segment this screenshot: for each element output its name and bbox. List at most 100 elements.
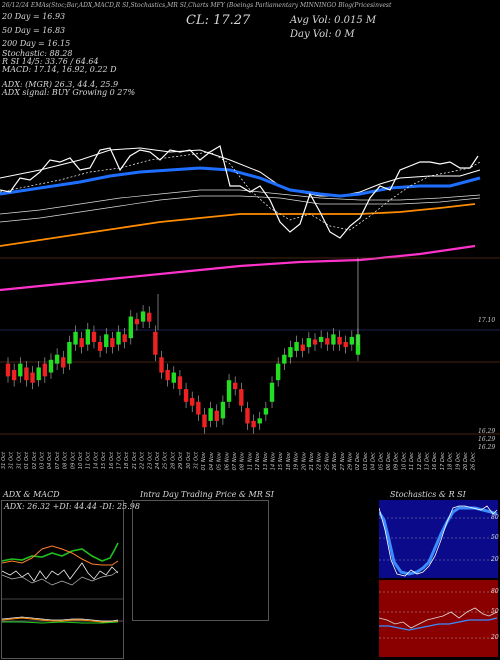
candle-down: [196, 401, 201, 415]
macd-line: [2, 616, 119, 622]
candle-down: [11, 370, 17, 381]
date-tick-label: 30 Oct: [186, 451, 192, 469]
ma-fast-blue: [0, 166, 481, 198]
date-tick-label: 31 Oct: [16, 451, 22, 469]
candle-down: [153, 331, 158, 355]
date-tick-label: 02 Dec: [355, 452, 361, 470]
stoch-k-line: [379, 506, 498, 576]
candle-down: [24, 367, 29, 381]
adx-macd-panel: ADX: 26.32 +DI: 44.44 -DI: 25.98: [1, 500, 140, 659]
date-tick-label: 28 Oct: [170, 451, 176, 469]
ma50-label: 50 Day = 16.83: [2, 26, 66, 35]
date-tick-label: 01 Oct: [24, 451, 30, 469]
stoch-d-line: [379, 505, 498, 577]
candle-up: [48, 359, 54, 373]
date-tick-label: 07 Oct: [55, 451, 61, 469]
candle-down: [325, 338, 330, 345]
stoch-rsi-svg: [379, 500, 498, 657]
date-axis-labels: 31 Oct 31 Oct 31 Oct 01 Oct 02 Oct 03 Oct 04 O…: [1, 451, 477, 470]
candle-up: [288, 347, 293, 358]
date-tick-label: 10 Dec: [401, 452, 407, 470]
candle-down: [245, 408, 250, 424]
date-tick-label: 01 Nov: [201, 451, 207, 470]
main-chart: 31 Oct 31 Oct 31 Oct 01 Oct 02 Oct 03 Oct 04 O…: [0, 145, 500, 470]
date-tick-label: 21 Nov: [309, 451, 315, 470]
intraday-panel-title: Intra Day Trading Price & MR SI: [140, 490, 274, 499]
candle-down: [134, 319, 140, 325]
ma-mid-white: [0, 189, 481, 215]
date-tick-label: 07 Nov: [232, 451, 238, 470]
price-grid-lines: [0, 257, 500, 435]
date-tick-label: 11 Nov: [247, 451, 253, 470]
day-volume: Day Vol: 0 M: [290, 29, 355, 40]
candle-down: [312, 339, 318, 345]
candle-down: [110, 338, 115, 348]
moving-average-lines: [0, 145, 481, 292]
stoch-tick-50: 50: [491, 534, 499, 541]
candle-up: [54, 354, 60, 364]
price-label-low2: 16.29: [478, 436, 496, 443]
date-tick-label: 21 Oct: [132, 451, 138, 469]
date-tick-label: 05 Nov: [217, 451, 223, 470]
date-tick-label: 17 Dec: [440, 452, 446, 470]
date-tick-label: 25 Nov: [324, 451, 330, 470]
ma200-label: 200 Day = 16.15: [2, 39, 71, 48]
date-tick-label: 17 Oct: [117, 451, 123, 469]
adx-panel-title: ADX & MACD: [3, 490, 60, 499]
candle-down: [30, 372, 35, 383]
candle-down: [79, 338, 84, 348]
candle-up: [318, 336, 324, 342]
date-tick-label: 05 Dec: [378, 452, 384, 470]
adx-values: ADX: 26.32 +DI: 44.44 -DI: 25.98: [4, 502, 140, 511]
candle-up: [140, 311, 146, 322]
date-tick-label: 02 Oct: [32, 451, 38, 469]
macd-label: MACD: 17.14, 16.92, 0.22 D: [2, 65, 117, 74]
date-tick-label: 20 Nov: [301, 451, 307, 470]
date-tick-label: 11 Oct: [86, 451, 92, 469]
candle-up: [67, 342, 72, 364]
candle-down: [343, 342, 348, 348]
date-tick-label: 22 Nov: [317, 451, 323, 470]
candle-up: [282, 354, 287, 364]
candle-down: [122, 334, 127, 342]
candle-down: [300, 344, 305, 351]
date-tick-label: 11 Dec: [409, 452, 415, 470]
date-tick-label: 18 Oct: [124, 451, 130, 469]
date-tick-label: 29 Oct: [178, 451, 184, 469]
stoch-tick-80: 80: [491, 514, 499, 521]
date-tick-label: 12 Nov: [255, 451, 261, 470]
candle-down: [337, 336, 342, 345]
candle-up: [306, 338, 312, 348]
candle-up: [171, 372, 176, 383]
date-tick-label: 04 Nov: [209, 451, 215, 470]
candle-down: [97, 342, 103, 351]
plus-di-line: [2, 545, 119, 566]
candle-up: [208, 408, 213, 421]
date-tick-label: 26 Dec: [471, 452, 477, 470]
date-tick-label: 16 Dec: [432, 452, 438, 470]
rsi-line: [379, 607, 498, 629]
candle-down: [232, 382, 238, 390]
candle-up: [116, 331, 121, 345]
ma-200-magenta: [0, 244, 476, 292]
stochastic-label: Stochastic: 88.28: [2, 49, 73, 58]
date-tick-label: 06 Nov: [224, 451, 230, 470]
adx-line: [2, 542, 119, 562]
date-tick-label: 22 Oct: [140, 451, 146, 469]
candle-down: [61, 357, 66, 368]
candle-up: [128, 316, 133, 339]
date-tick-label: 19 Nov: [294, 451, 300, 470]
candle-up: [73, 331, 78, 345]
macd-histogram: [2, 621, 119, 624]
date-tick-label: 31 Oct: [194, 451, 200, 469]
date-tick-label: 16 Oct: [109, 451, 115, 469]
date-tick-label: 26 Nov: [332, 451, 338, 470]
date-tick-label: 09 Dec: [394, 452, 400, 470]
intraday-panel: [132, 500, 269, 621]
candle-up: [349, 336, 355, 345]
date-tick-label: 13 Dec: [425, 452, 431, 470]
candle-up: [226, 380, 232, 402]
candle-down: [190, 398, 195, 406]
price-label-mid: 17.10: [478, 317, 496, 324]
